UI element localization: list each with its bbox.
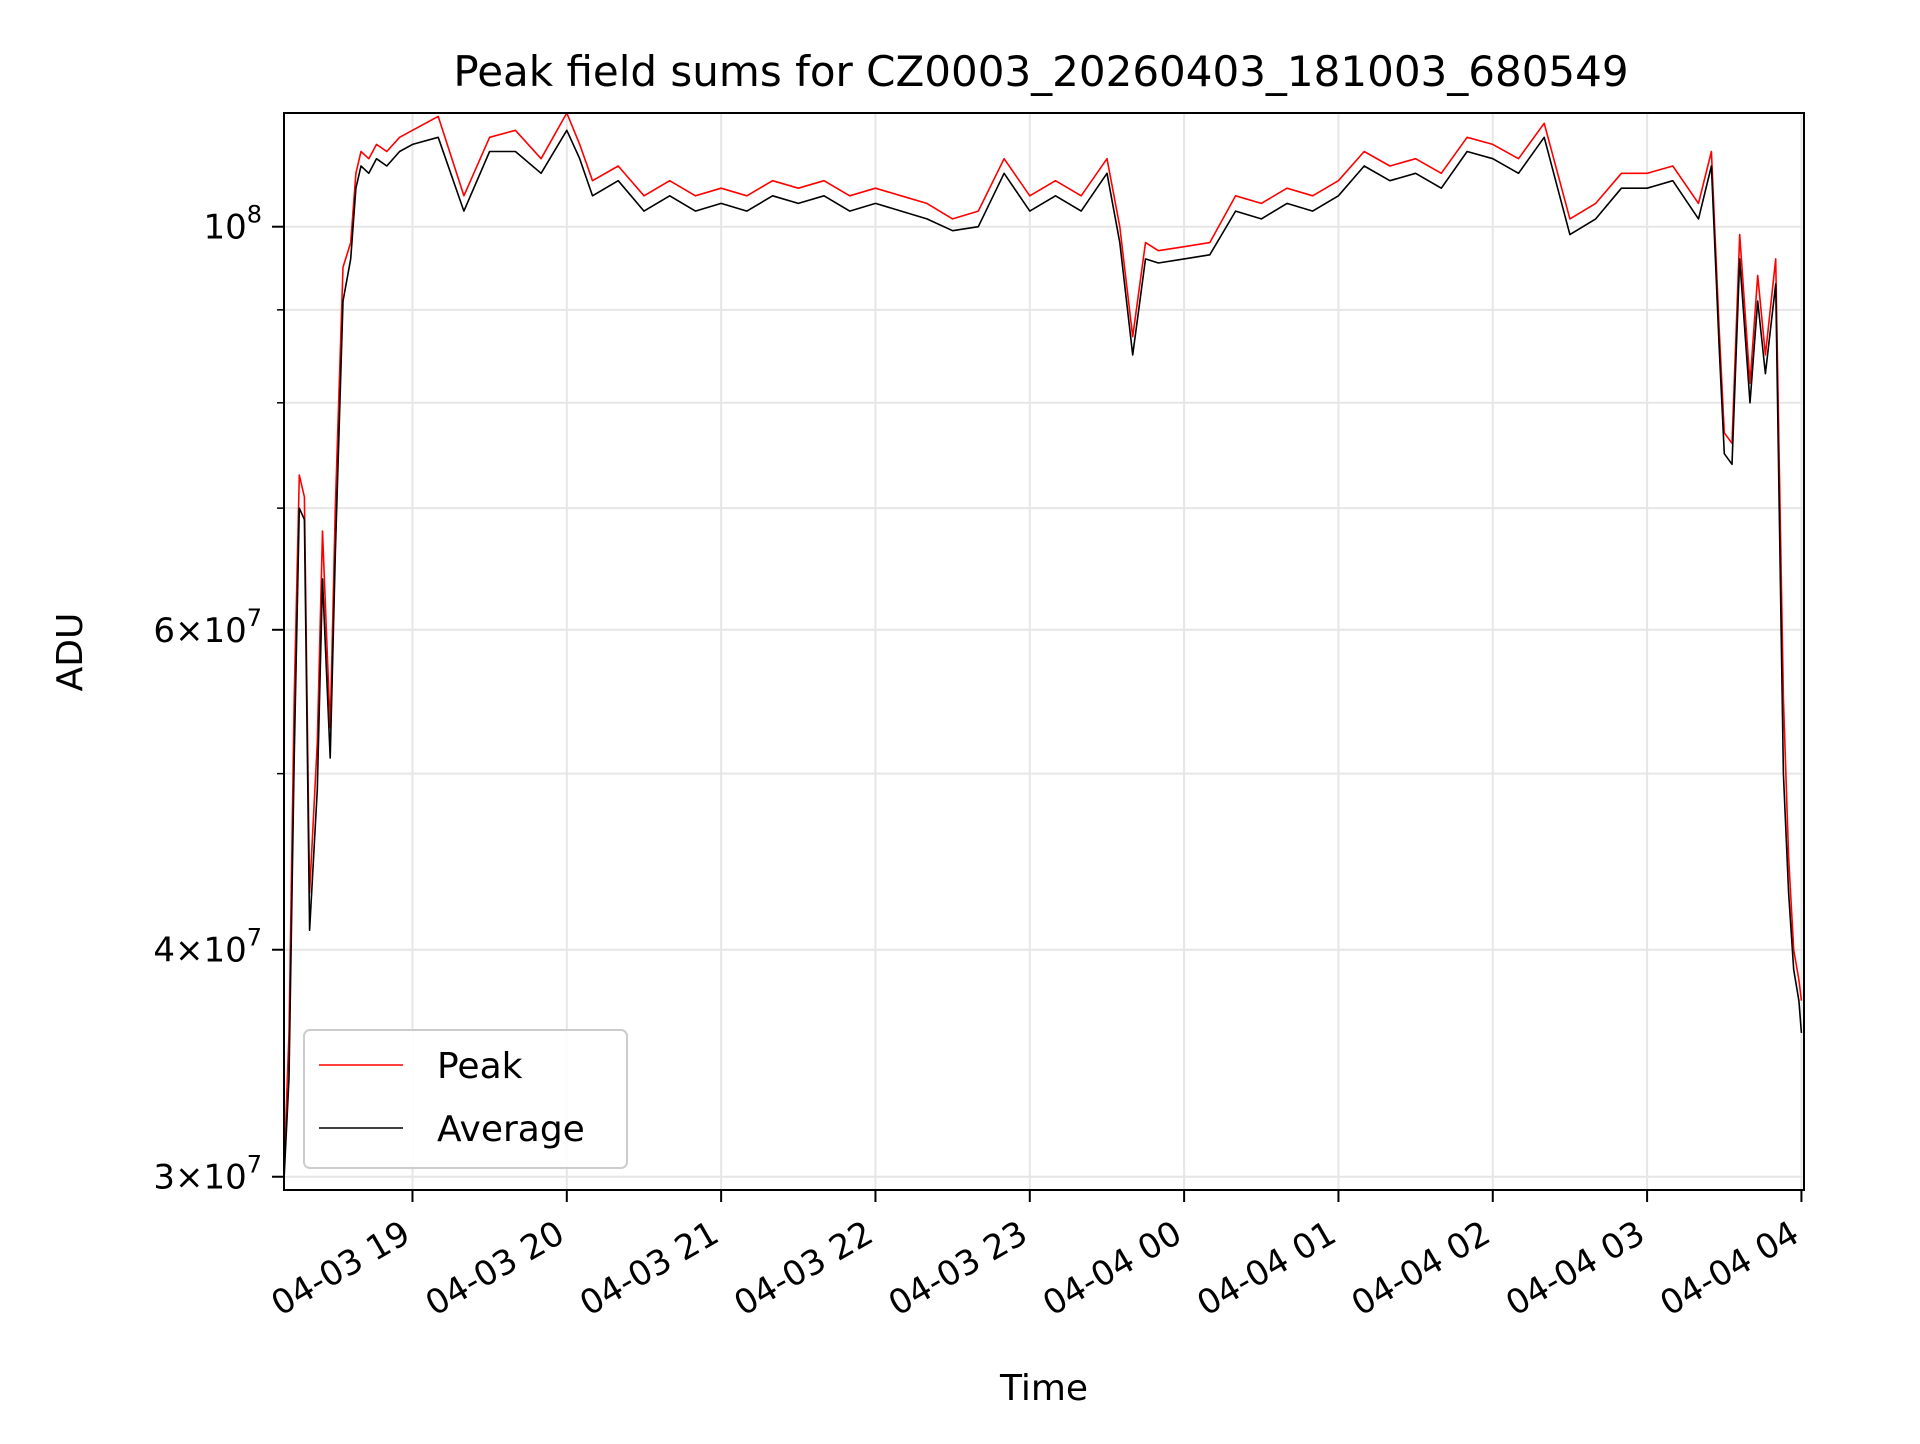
plot-frame: [283, 112, 1805, 1191]
y-tick-mantissa: 4: [153, 931, 175, 971]
y-tick-mantissa: 3: [153, 1158, 175, 1198]
x-tick-label: 04-04 02: [1345, 1213, 1497, 1324]
legend: Peak Average: [303, 1029, 628, 1169]
y-tick-label: 6×107: [153, 604, 262, 651]
y-tick-label: 4×107: [153, 924, 262, 971]
x-tick-label: 04-04 00: [1036, 1213, 1188, 1324]
x-tick-label: 04-03 19: [265, 1213, 417, 1324]
y-tick-exponent: 8: [247, 201, 262, 229]
grid: [284, 113, 1804, 1190]
y-axis: 3×107 4×107 6×107 108: [153, 201, 284, 1198]
x-tick-label: 04-04 01: [1191, 1213, 1343, 1324]
x-tick-label: 04-03 20: [419, 1213, 571, 1324]
x-axis-label: Time: [999, 1368, 1088, 1409]
y-tick-mantissa: 6: [153, 611, 175, 651]
y-tick-label: 3×107: [153, 1151, 262, 1198]
series-layer: [283, 112, 1803, 1183]
x-tick-label: 04-03 21: [573, 1213, 725, 1324]
legend-label-average: Average: [437, 1109, 585, 1150]
x-tick-label: 04-04 03: [1499, 1213, 1651, 1324]
y-tick-exponent: 7: [247, 924, 262, 952]
x-tick-label: 04-04 04: [1654, 1213, 1806, 1324]
series-line-average: [283, 129, 1803, 1183]
x-tick-label: 04-03 23: [882, 1213, 1034, 1324]
y-tick-label: 108: [203, 201, 262, 248]
chart-title: Peak field sums for CZ0003_20260403_1810…: [453, 47, 1628, 96]
x-tick-label: 04-03 22: [728, 1213, 880, 1324]
series-line-peak: [283, 112, 1803, 1177]
legend-label-peak: Peak: [437, 1046, 523, 1087]
y-tick-exponent: 7: [247, 1151, 262, 1179]
y-tick-exponent: 7: [247, 604, 262, 632]
y-axis-label: ADU: [50, 613, 91, 692]
x-axis: 04-03 19 04-03 20 04-03 21 04-03 22 04-03 23…: [265, 1190, 1806, 1324]
